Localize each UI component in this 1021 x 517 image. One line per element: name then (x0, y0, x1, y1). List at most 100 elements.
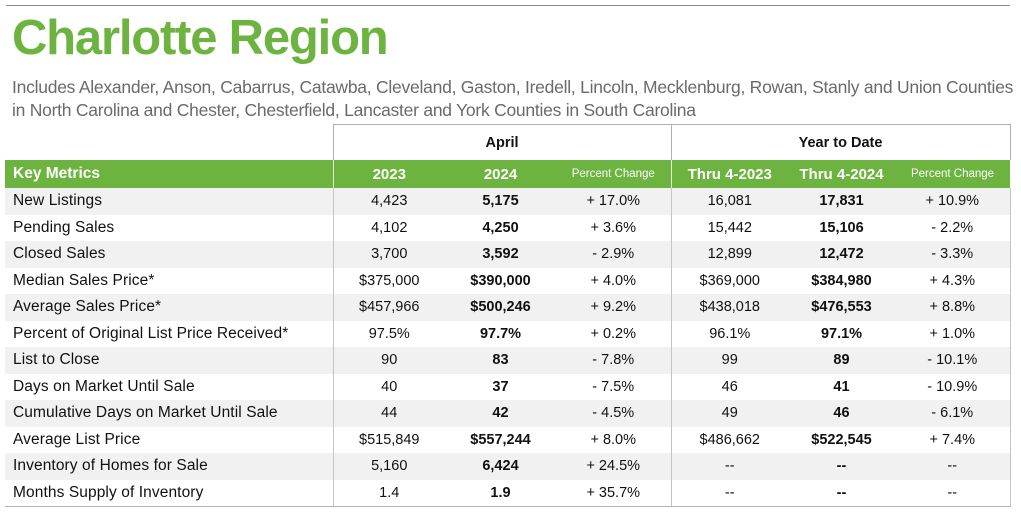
april-percent-change: + 17.0% (556, 188, 671, 215)
ytd-2024-value: $384,980 (788, 267, 895, 294)
ytd-2023-value: 12,899 (670, 241, 788, 268)
metric-label: Pending Sales (5, 214, 333, 241)
april-percent-change: - 7.5% (556, 373, 671, 400)
april-2023-value: 4,102 (332, 214, 445, 241)
ytd-2023-value: 46 (670, 373, 788, 400)
ytd-2024-value: 41 (788, 373, 895, 400)
key-metrics-table: April Year to Date Key Metrics 2023 2024… (5, 124, 1011, 507)
ytd-percent-change: + 7.4% (895, 426, 1011, 453)
ytd-2023-value: -- (670, 453, 788, 480)
april-2023-value: $457,966 (332, 294, 445, 321)
ytd-2023-value: $486,662 (670, 426, 788, 453)
ytd-percent-change: + 8.8% (895, 294, 1011, 321)
april-percent-change: + 4.0% (556, 267, 671, 294)
april-percent-change: + 0.2% (556, 320, 671, 347)
page-title: Charlotte Region (12, 11, 389, 65)
page-subtitle: Includes Alexander, Anson, Cabarrus, Cat… (12, 76, 1014, 122)
header-ytd-2024: Thru 4-2024 (788, 160, 895, 188)
ytd-2024-value: -- (788, 453, 895, 480)
april-percent-change: + 8.0% (556, 426, 671, 453)
april-percent-change: + 35.7% (556, 479, 671, 507)
ytd-2023-value: 49 (670, 400, 788, 427)
header-key-metrics: Key Metrics (5, 160, 333, 188)
april-2024-value: 42 (445, 400, 556, 427)
ytd-2023-value: $438,018 (670, 294, 788, 321)
april-2023-value: 5,160 (332, 453, 445, 480)
april-2024-value: 1.9 (445, 479, 556, 507)
table-row: List to Close 90 83- 7.8% 99 89- 10.1% (5, 347, 1011, 374)
ytd-percent-change: - 6.1% (895, 400, 1011, 427)
ytd-2024-value: 97.1% (788, 320, 895, 347)
table-row: Cumulative Days on Market Until Sale 44 42… (5, 400, 1011, 427)
april-percent-change: + 3.6% (556, 214, 671, 241)
ytd-percent-change: -- (895, 479, 1011, 507)
april-percent-change: + 9.2% (556, 294, 671, 321)
group-year-to-date: Year to Date (670, 124, 1011, 160)
april-2024-value: $500,246 (445, 294, 556, 321)
april-2024-value: 83 (445, 347, 556, 374)
ytd-percent-change: - 10.9% (895, 373, 1011, 400)
april-2023-value: 44 (332, 400, 445, 427)
metric-label: New Listings (5, 188, 333, 215)
ytd-2023-value: -- (670, 479, 788, 507)
april-percent-change: - 2.9% (556, 241, 671, 268)
ytd-percent-change: - 3.3% (895, 241, 1011, 268)
header-ytd-percent-change: Percent Change (895, 160, 1011, 188)
ytd-percent-change: + 10.9% (895, 188, 1011, 215)
ytd-percent-change: - 10.1% (895, 347, 1011, 374)
april-2023-value: 97.5% (332, 320, 445, 347)
april-2024-value: $557,244 (445, 426, 556, 453)
metric-label: Inventory of Homes for Sale (5, 453, 333, 480)
metric-label: Average List Price (5, 426, 333, 453)
header-april-2023: 2023 (332, 160, 445, 188)
subtitle-line-1: Includes Alexander, Anson, Cabarrus, Cat… (12, 77, 1014, 97)
ytd-2023-value: 96.1% (670, 320, 788, 347)
ytd-percent-change: + 4.3% (895, 267, 1011, 294)
ytd-2024-value: $522,545 (788, 426, 895, 453)
april-2024-value: $390,000 (445, 267, 556, 294)
ytd-2024-value: -- (788, 479, 895, 507)
header-april-percent-change: Percent Change (556, 160, 671, 188)
april-percent-change: - 7.8% (556, 347, 671, 374)
metric-label: Percent of Original List Price Received* (5, 320, 333, 347)
april-2024-value: 37 (445, 373, 556, 400)
april-2023-value: 1.4 (332, 479, 445, 507)
ytd-2024-value: 12,472 (788, 241, 895, 268)
group-april: April (332, 124, 671, 160)
ytd-2024-value: 17,831 (788, 188, 895, 215)
group-spacer (5, 125, 333, 161)
ytd-percent-change: + 1.0% (895, 320, 1011, 347)
table-row: Pending Sales 4,102 4,250 + 3.6% 15,442 15,10… (5, 214, 1011, 241)
april-2024-value: 4,250 (445, 214, 556, 241)
ytd-percent-change: - 2.2% (895, 214, 1011, 241)
april-2023-value: 4,423 (332, 188, 445, 215)
april-2023-value: 90 (332, 347, 445, 374)
metric-label: Average Sales Price* (5, 294, 333, 321)
april-2024-value: 97.7% (445, 320, 556, 347)
metric-label: Closed Sales (5, 241, 333, 268)
ytd-2024-value: 15,106 (788, 214, 895, 241)
ytd-2023-value: 99 (670, 347, 788, 374)
ytd-2024-value: 46 (788, 400, 895, 427)
table-row: Inventory of Homes for Sale 5,160 6,424 + 2… (5, 453, 1011, 480)
top-rule (6, 5, 1010, 6)
ytd-2023-value: 16,081 (670, 188, 788, 215)
table-row: Median Sales Price* $375,000 $390,000 + 4.0… (5, 267, 1011, 294)
april-2024-value: 3,592 (445, 241, 556, 268)
column-header-row: Key Metrics 2023 2024 Percent Change Thr… (5, 160, 1011, 188)
metric-label: Median Sales Price* (5, 267, 333, 294)
table-row: Average Sales Price* $457,966 $500,246 + 9.… (5, 294, 1011, 321)
subtitle-line-2: in North Carolina and Chester, Chesterfi… (12, 100, 696, 120)
header-april-2024: 2024 (445, 160, 556, 188)
april-2023-value: $515,849 (332, 426, 445, 453)
metric-label: Months Supply of Inventory (5, 479, 333, 507)
table-row: Closed Sales 3,700 3,592- 2.9% 12,899 12,472… (5, 241, 1011, 268)
ytd-2023-value: $369,000 (670, 267, 788, 294)
table-row: New Listings 4,423 5,175 + 17.0% 16,081 17,83… (5, 188, 1011, 215)
ytd-percent-change: -- (895, 453, 1011, 480)
header-ytd-2023: Thru 4-2023 (670, 160, 788, 188)
ytd-2024-value: $476,553 (788, 294, 895, 321)
april-2023-value: 3,700 (332, 241, 445, 268)
ytd-2024-value: 89 (788, 347, 895, 374)
april-percent-change: + 24.5% (556, 453, 671, 480)
